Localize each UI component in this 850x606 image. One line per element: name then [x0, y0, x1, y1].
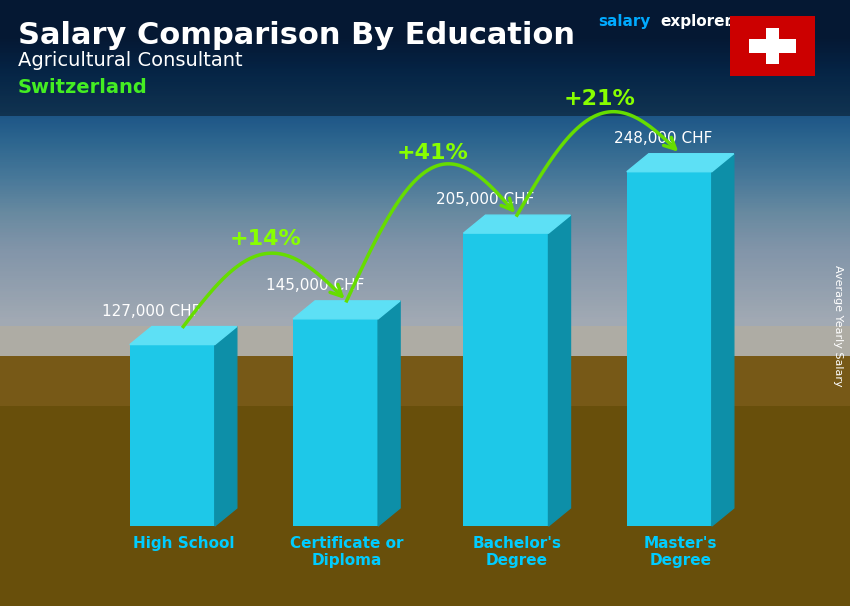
- Text: Salary Comparison By Education: Salary Comparison By Education: [18, 21, 575, 50]
- Text: 127,000 CHF: 127,000 CHF: [102, 304, 201, 319]
- Bar: [0, 0, 850, 116]
- Bar: [626, 171, 711, 526]
- Text: Agricultural Consultant: Agricultural Consultant: [18, 51, 242, 70]
- Bar: [730, 16, 815, 76]
- Bar: [749, 39, 796, 53]
- Text: Switzerland: Switzerland: [18, 78, 148, 97]
- Text: Bachelor's
Degree: Bachelor's Degree: [473, 536, 562, 568]
- Bar: [766, 28, 779, 64]
- Bar: [130, 345, 215, 526]
- Polygon shape: [293, 301, 400, 319]
- Text: Average Yearly Salary: Average Yearly Salary: [833, 265, 843, 387]
- Text: +21%: +21%: [564, 89, 635, 109]
- Bar: [0, 326, 850, 406]
- Bar: [463, 233, 548, 526]
- Bar: [0, 346, 850, 606]
- Text: High School: High School: [133, 536, 234, 551]
- Text: +14%: +14%: [230, 228, 302, 248]
- Polygon shape: [711, 154, 734, 526]
- Polygon shape: [130, 327, 237, 345]
- Text: salary: salary: [598, 14, 650, 29]
- Text: explorer: explorer: [660, 14, 732, 29]
- Text: 248,000 CHF: 248,000 CHF: [615, 131, 712, 145]
- Polygon shape: [378, 301, 400, 526]
- Polygon shape: [463, 215, 570, 233]
- Text: .com: .com: [726, 14, 763, 29]
- Text: +41%: +41%: [397, 142, 468, 162]
- Text: Certificate or
Diploma: Certificate or Diploma: [290, 536, 404, 568]
- Polygon shape: [215, 327, 237, 526]
- Text: 145,000 CHF: 145,000 CHF: [265, 278, 364, 293]
- Bar: [293, 319, 378, 526]
- Text: Master's
Degree: Master's Degree: [643, 536, 717, 568]
- Text: 205,000 CHF: 205,000 CHF: [436, 192, 535, 207]
- Polygon shape: [626, 154, 734, 171]
- Bar: [0, 0, 850, 356]
- Polygon shape: [548, 215, 570, 526]
